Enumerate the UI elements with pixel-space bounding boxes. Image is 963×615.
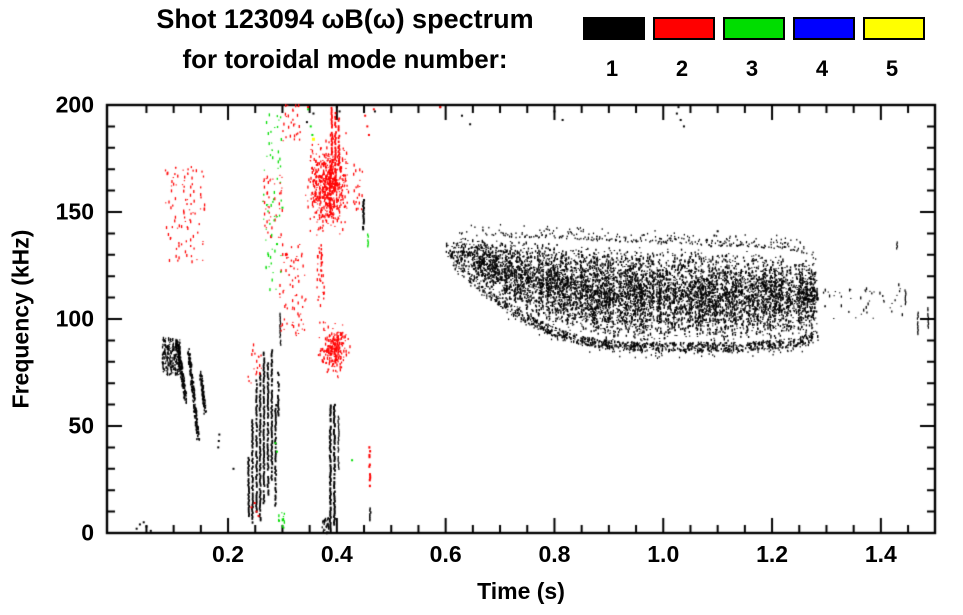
legend-label-n3: 3 xyxy=(745,56,759,81)
legend-label-n2: 2 xyxy=(675,56,689,81)
x-tick-label-1.0: 1.0 xyxy=(647,541,680,567)
x-tick-label-0.8: 0.8 xyxy=(538,541,571,567)
y-tick-label-50: 50 xyxy=(68,412,94,439)
legend-label-n4: 4 xyxy=(815,56,829,81)
y-axis-label: Frequency (kHz) xyxy=(7,229,34,409)
y-tick-label-200: 200 xyxy=(55,91,94,118)
x-axis-label: Time (s) xyxy=(477,578,565,604)
legend-swatch-n3 xyxy=(723,17,785,40)
legend-label-n5: 5 xyxy=(885,56,899,81)
x-tick-label-0.2: 0.2 xyxy=(212,541,245,567)
legend-swatch-n2 xyxy=(653,17,715,40)
y-tick-label-0: 0 xyxy=(81,519,94,546)
x-tick-label-1.2: 1.2 xyxy=(756,541,789,567)
legend-swatch-n4 xyxy=(793,17,855,40)
legend-label-n1: 1 xyxy=(605,56,619,81)
x-tick-label-0.6: 0.6 xyxy=(429,541,462,567)
x-tick-label-0.4: 0.4 xyxy=(320,541,353,567)
chart-title-line1: Shot 123094 ωB(ω) spectrum xyxy=(156,4,534,34)
x-tick-label-1.4: 1.4 xyxy=(864,541,897,567)
y-tick-label-150: 150 xyxy=(55,198,94,225)
legend-swatch-n5 xyxy=(863,17,925,40)
chart-title-line2: for toroidal mode number: xyxy=(182,44,508,74)
legend-swatch-n1 xyxy=(583,17,645,40)
y-tick-label-100: 100 xyxy=(55,305,94,332)
